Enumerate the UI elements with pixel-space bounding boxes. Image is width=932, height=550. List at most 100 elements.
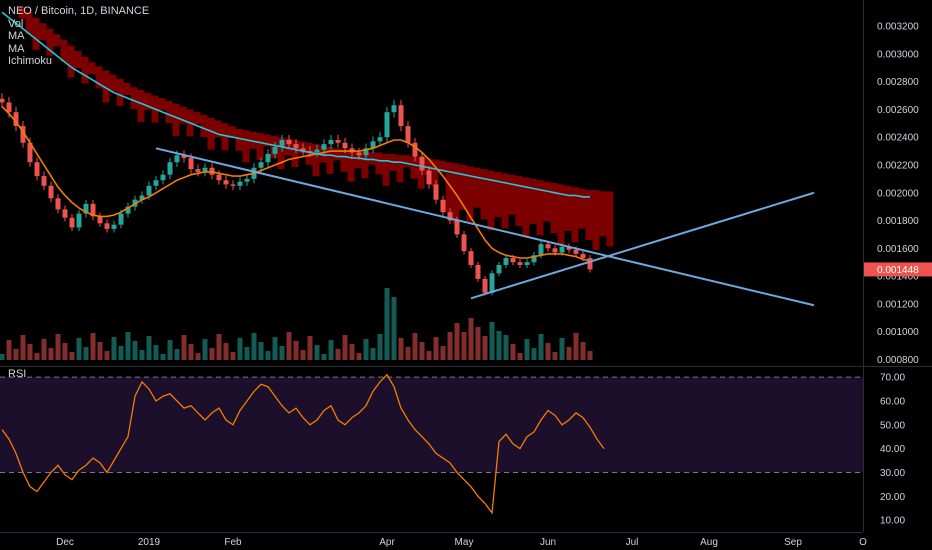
volume-bar [503,335,509,360]
price-tick-label: 0.001800 [877,216,919,227]
volume-bar [566,347,572,360]
volume-bar [363,339,369,360]
legend-item-ma-2[interactable]: MA [8,42,25,55]
volume-bar [230,352,236,360]
candle-body [433,184,439,200]
volume-bar [307,336,313,360]
volume-bar [517,353,523,360]
volume-bar [34,353,40,360]
volume-bar [6,340,12,360]
cloud-segment [207,117,215,150]
legend-item-vol[interactable]: Vol [8,17,24,30]
volume-bar [139,350,145,360]
cloud-segment [235,128,243,151]
candle-body [174,155,180,163]
cloud-segment [109,74,117,92]
volume-bar [482,336,488,360]
volume-bar [489,322,495,360]
cloud-segment [193,112,201,125]
candle-body [90,203,96,217]
volume-bar [328,340,334,360]
candle-body [300,148,306,152]
volume-bars [0,288,593,360]
cloud-segment [599,191,607,237]
volume-bar [538,334,544,360]
cloud-segment [487,170,495,231]
volume-bar [125,332,131,360]
cloud-segment [214,120,222,138]
cloud-segment [130,87,138,110]
candle-body [314,149,320,153]
volume-bar [244,347,250,360]
cloud-segment [32,17,40,50]
candle-body [419,156,425,171]
cloud-segment [200,114,208,137]
trendline-ascending [470,191,815,300]
candle-body [181,155,187,159]
volume-bar [496,331,502,360]
price-tick-label: 0.001200 [877,299,919,310]
cloud-segment [81,56,89,84]
rsi-panel-label[interactable]: RSI [8,368,27,380]
cloud-segment [578,188,586,229]
cloud-segment [67,45,75,78]
cloud-segment [46,28,54,56]
legend-item-ichimoku[interactable]: Ichimoku [8,55,53,67]
candle-body [216,174,222,181]
cloud-segment [592,189,600,250]
cloud-segment [53,34,61,47]
volume-bar [48,348,54,360]
candle-body [538,244,544,256]
candle-body [370,141,376,149]
cloud-segment [466,166,474,222]
cloud-segment [39,23,47,41]
candle-body [272,146,278,154]
candle-body [426,170,432,185]
legend-item-ma-1[interactable]: MA [8,30,25,42]
last-price-label: 0.001448 [877,265,919,276]
chart-title[interactable]: NEO / Bitcoin, 1D, BINANCE [8,5,150,17]
cloud-segment [18,6,26,19]
volume-bar [349,344,355,360]
cloud-segment [123,83,131,96]
cloud-segment [424,158,432,176]
candle-body [48,185,54,199]
cloud-segment [529,178,537,224]
candle-body [524,262,530,265]
trendlines[interactable] [155,147,815,307]
candle-body [545,244,551,249]
cloud-segment [165,101,173,124]
cloud-segment [564,185,572,231]
candle-body [258,162,264,168]
volume-bar [552,352,558,360]
volume-bar [153,345,159,360]
volume-bar [160,354,166,360]
cloud-segment [501,173,509,229]
candle-body [447,212,453,221]
candle-body [237,181,243,186]
candle-body [0,98,5,103]
cloud-segment [494,171,502,217]
cloud-segment [333,148,341,161]
volume-bar [97,342,103,360]
volume-bar [314,345,320,360]
candle-body [139,195,145,200]
rsi-tick-label: 50.00 [880,420,905,431]
volume-bar [202,339,208,360]
cloud-segment [417,156,425,189]
candle-body [62,209,68,218]
rsi-tick-label: 20.00 [880,492,905,503]
cloud-segment [270,135,278,158]
candle-body [489,273,495,293]
price-tick-label: 0.001000 [877,327,919,338]
candle-body [482,278,488,293]
cloud-segment [347,149,355,182]
cloud-segment [382,153,390,186]
volume-bar [426,351,432,360]
candle-body [475,264,481,279]
cloud-segment [291,139,299,167]
candle-body [496,264,502,274]
candle-body [167,162,173,175]
cloud-segment [298,141,306,154]
